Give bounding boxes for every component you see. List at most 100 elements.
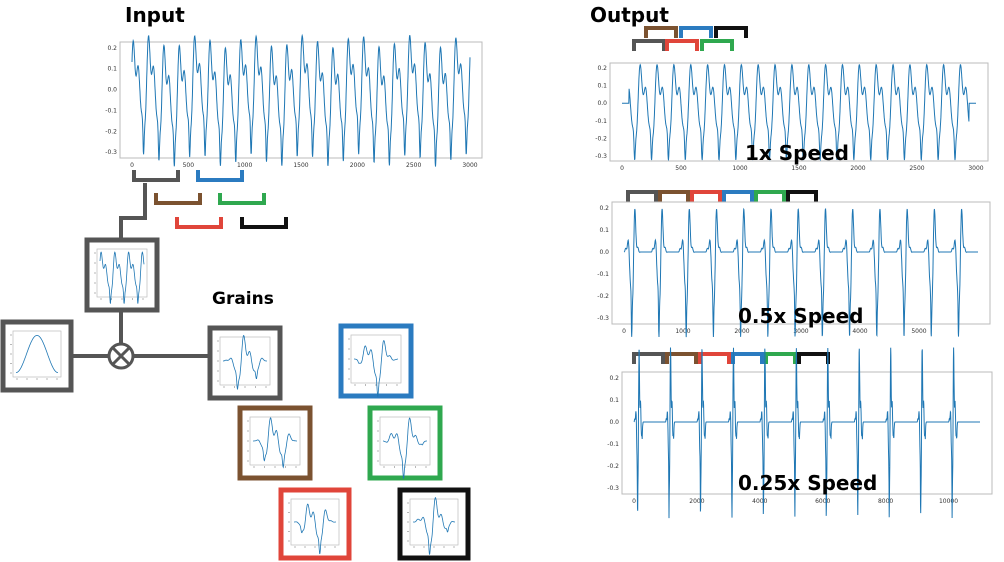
connector-lines bbox=[72, 183, 210, 358]
grain-bracket-4 bbox=[731, 352, 764, 364]
output-1x-brackets bbox=[632, 26, 748, 51]
output-025x-brackets bbox=[632, 352, 830, 364]
x-tick-label: 2000 bbox=[689, 498, 704, 505]
grain-bracket-3 bbox=[698, 352, 731, 364]
hann-envelope-thumbnail bbox=[0, 319, 74, 393]
x-tick-label: 4000 bbox=[852, 328, 867, 335]
input-grain-brackets bbox=[132, 170, 288, 229]
y-tick-label: -0.3 bbox=[607, 485, 619, 492]
x-tick-label: 3000 bbox=[462, 162, 477, 169]
grain-bracket-3 bbox=[665, 39, 699, 51]
grains-title: Grains bbox=[212, 289, 274, 309]
input-title: Input bbox=[125, 3, 185, 27]
x-tick-label: 6000 bbox=[815, 498, 830, 505]
x-tick-label: 2000 bbox=[734, 328, 749, 335]
thumbnail-signal bbox=[294, 503, 336, 555]
grain-bracket-2 bbox=[658, 190, 690, 202]
x-tick-label: 3000 bbox=[793, 328, 808, 335]
y-tick-label: -0.2 bbox=[597, 293, 609, 300]
thumbnail-signal bbox=[223, 334, 267, 391]
grain-bracket-1 bbox=[632, 352, 665, 364]
y-tick-label: 0.2 bbox=[599, 205, 609, 212]
y-tick-label: 0.0 bbox=[609, 419, 619, 426]
plot-frame bbox=[621, 371, 993, 495]
y-tick-label: -0.3 bbox=[105, 149, 117, 156]
grain-bracket-3 bbox=[690, 190, 722, 202]
grain-bracket-6 bbox=[797, 352, 830, 364]
grain-5 bbox=[367, 405, 443, 481]
thumbnail-signal bbox=[413, 497, 455, 555]
grain-bracket-6 bbox=[786, 190, 818, 202]
output-1x-chart: 0.2 0.1 0.0 -0.1 -0.2 -0.3 0 500 1000 1500 2000 250… bbox=[595, 62, 989, 172]
y-tick-label: -0.2 bbox=[105, 128, 117, 135]
speed-label-05x: 0.5x Speed bbox=[738, 304, 863, 328]
signal-line bbox=[622, 63, 976, 162]
x-tick-label: 0 bbox=[620, 165, 624, 172]
grain-bracket-1 bbox=[132, 170, 180, 182]
thumbnail-signal bbox=[253, 417, 297, 469]
grain-bracket-4 bbox=[722, 190, 754, 202]
y-tick-label: 0.1 bbox=[107, 66, 117, 73]
thumbnail-signal bbox=[354, 340, 398, 397]
thumbnail-signal bbox=[383, 417, 427, 479]
y-tick-label: 0.1 bbox=[609, 397, 619, 404]
thumbnail-signal bbox=[16, 335, 58, 373]
x-tick-label: 2000 bbox=[350, 162, 365, 169]
x-tick-label: 0 bbox=[632, 498, 636, 505]
x-tick-label: 1000 bbox=[732, 165, 747, 172]
y-tick-label: -0.1 bbox=[595, 118, 607, 125]
speed-label-025x: 0.25x Speed bbox=[738, 471, 877, 495]
grain-bracket-2 bbox=[665, 352, 698, 364]
grain-bracket-6 bbox=[714, 26, 748, 38]
speed-label-1x: 1x Speed bbox=[745, 141, 849, 165]
grain-bracket-4 bbox=[679, 26, 713, 38]
y-tick-label: 0.1 bbox=[597, 83, 607, 90]
x-tick-label: 10000 bbox=[939, 498, 958, 505]
y-tick-label: 0.2 bbox=[597, 65, 607, 72]
x-tick-label: 500 bbox=[675, 165, 687, 172]
y-tick-label: -0.2 bbox=[607, 463, 619, 470]
grain-2 bbox=[237, 405, 313, 481]
envelope bbox=[0, 319, 74, 393]
grain-bracket-6 bbox=[240, 217, 288, 229]
output-05x-brackets bbox=[626, 190, 818, 202]
x-tick-label: 1000 bbox=[237, 162, 252, 169]
y-tick-label: -0.3 bbox=[595, 153, 607, 160]
x-tick-label: 1000 bbox=[675, 328, 690, 335]
signal-line bbox=[623, 207, 978, 338]
windowed-segment bbox=[84, 237, 160, 313]
grain-bracket-5 bbox=[754, 190, 786, 202]
grain-bracket-5 bbox=[700, 39, 734, 51]
signal-line bbox=[633, 347, 980, 519]
grain-6 bbox=[397, 487, 471, 561]
x-tick-label: 8000 bbox=[878, 498, 893, 505]
circled-times-icon bbox=[107, 342, 135, 370]
x-tick-label: 0 bbox=[622, 328, 626, 335]
grain-bracket-1 bbox=[626, 190, 658, 202]
x-tick-label: 2500 bbox=[406, 162, 421, 169]
grain-bracket-3 bbox=[175, 217, 223, 229]
input-chart: 0.2 0.1 0.0 -0.1 -0.2 -0.3 0 500 1000 1500 2000 250… bbox=[105, 33, 483, 169]
connector-grain-to-window bbox=[119, 183, 147, 240]
y-tick-label: -0.2 bbox=[595, 135, 607, 142]
y-tick-label: -0.1 bbox=[105, 107, 117, 114]
output-title: Output bbox=[590, 3, 669, 27]
x-tick-label: 0 bbox=[130, 162, 134, 169]
grain-bracket-5 bbox=[764, 352, 797, 364]
y-tick-label: 0.2 bbox=[609, 375, 619, 382]
plot-frame bbox=[611, 201, 991, 325]
y-tick-label: -0.1 bbox=[607, 441, 619, 448]
y-tick-label: 0.0 bbox=[107, 87, 117, 94]
grain-bracket-5 bbox=[218, 193, 266, 205]
x-tick-label: 1500 bbox=[293, 162, 308, 169]
x-tick-label: 2500 bbox=[909, 165, 924, 172]
y-tick-label: 0.2 bbox=[107, 45, 117, 52]
x-tick-label: 2000 bbox=[850, 165, 865, 172]
grain-1 bbox=[207, 325, 283, 401]
x-tick-label: 500 bbox=[183, 162, 195, 169]
y-tick-label: 0.0 bbox=[597, 100, 607, 107]
y-tick-label: 0.0 bbox=[599, 249, 609, 256]
grain-bracket-2 bbox=[154, 193, 202, 205]
signal-line bbox=[131, 33, 471, 167]
